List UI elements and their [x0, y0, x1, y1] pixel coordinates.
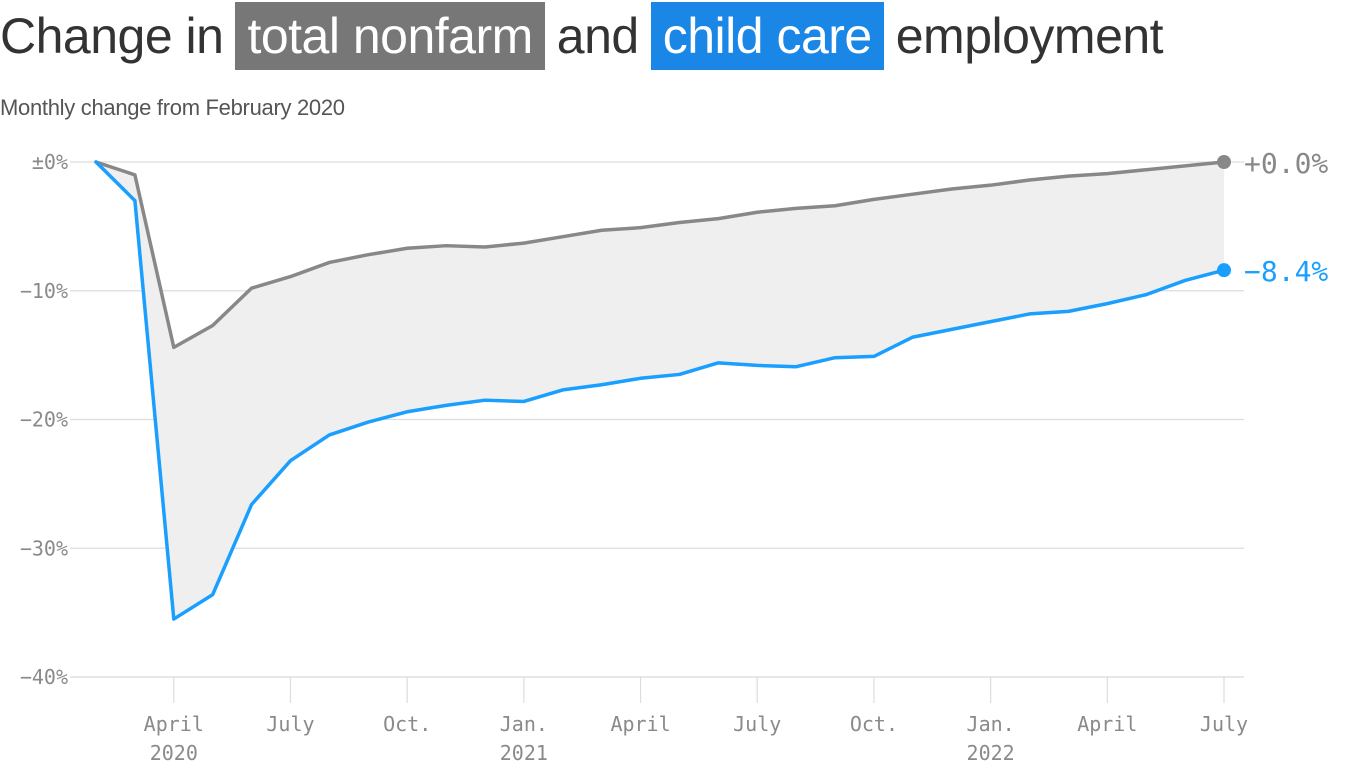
end-label-total-nonfarm: +0.0% [1244, 147, 1328, 180]
y-tick-label: −30% [20, 536, 68, 560]
y-tick-label: −40% [20, 665, 68, 689]
x-tick-label: Jan. [500, 712, 548, 736]
series-line-total-nonfarm [94, 160, 1226, 350]
title-highlight-total-nonfarm: total nonfarm [235, 2, 545, 70]
endpoint-total-nonfarm [1217, 155, 1231, 169]
title-highlight-child-care: child care [650, 2, 884, 70]
series-line-child-care [94, 160, 1226, 621]
title-prefix: Change in [0, 8, 224, 64]
x-tick-label: July [1200, 712, 1248, 736]
x-tick-label: Oct. [383, 712, 431, 736]
x-tick-label: April [1077, 712, 1137, 736]
x-tick-label: Oct. [850, 712, 898, 736]
y-tick-label: ±0% [32, 150, 68, 174]
x-tick-label: April [610, 712, 670, 736]
chart-subtitle: Monthly change from February 2020 [0, 95, 345, 120]
gap-area [96, 162, 1224, 620]
x-tick-label: July [266, 712, 314, 736]
end-label-child-care: −8.4% [1244, 255, 1328, 288]
x-tick-year-label: 2021 [500, 741, 548, 765]
endpoint-child-care [1217, 263, 1231, 278]
title-middle: and [556, 8, 639, 64]
x-tick-label: April [144, 712, 204, 736]
y-tick-label: −10% [20, 279, 68, 303]
y-tick-label: −20% [20, 408, 68, 432]
x-tick-year-label: 2022 [967, 741, 1015, 765]
x-tick-label: July [733, 712, 781, 736]
x-tick-year-label: 2020 [150, 741, 198, 765]
title-suffix: employment [895, 8, 1164, 64]
chart-title: Change in total nonfarm and child care e… [0, 0, 1164, 72]
x-tick-label: Jan. [967, 712, 1015, 736]
